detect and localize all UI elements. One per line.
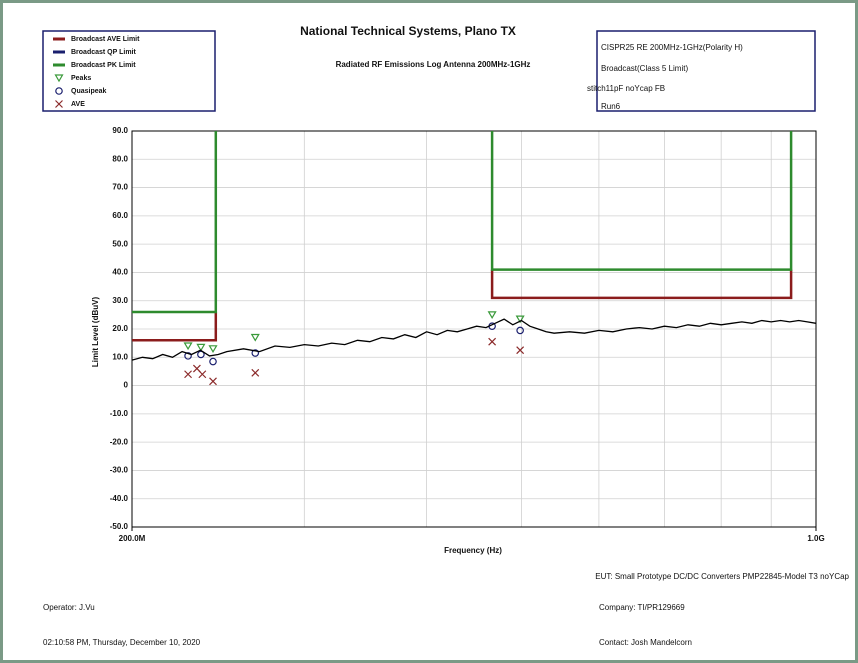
- triangle-marker: [515, 315, 525, 324]
- legend-label: Peaks: [71, 75, 91, 82]
- y-tick-label: 90.0: [112, 126, 128, 135]
- legend-label: Broadcast PK Limit: [71, 62, 136, 69]
- circle-marker: [251, 349, 260, 357]
- y-tick-label: 80.0: [112, 154, 128, 163]
- x-axis-label: Frequency (Hz): [444, 546, 502, 555]
- triangle-marker: [183, 342, 193, 351]
- circle-marker: [184, 352, 192, 360]
- triangle-marker: [208, 345, 218, 353]
- footer-eut: EUT: Small Prototype DC/DC Converters PM…: [595, 572, 849, 581]
- info-text: Run6: [601, 102, 621, 111]
- triangle-marker: [487, 311, 497, 320]
- y-tick-label: -20.0: [110, 437, 129, 446]
- legend-symbol: [54, 74, 64, 83]
- info-text: CISPR25 RE 200MHz-1GHz(Polarity H): [601, 43, 743, 52]
- limit-line: [132, 269, 793, 342]
- circle-marker: [197, 350, 205, 359]
- footer-company: Company: TI/PR129669: [599, 603, 685, 612]
- info-text: stitch11pF noYcap FB: [587, 84, 665, 93]
- footer-operator: Operator: J.Vu: [43, 603, 95, 612]
- legend-label: Broadcast AVE Limit: [71, 36, 140, 43]
- triangle-marker: [250, 333, 260, 342]
- y-tick-label: -10.0: [110, 409, 129, 418]
- y-tick-label: 20.0: [112, 324, 128, 333]
- legend-label: Quasipeak: [71, 88, 107, 95]
- y-tick-label: -40.0: [110, 494, 129, 503]
- limit-line: [132, 131, 793, 314]
- circle-marker: [209, 357, 217, 366]
- footer-contact: Contact: Josh Mandelcorn: [599, 638, 692, 647]
- legend-label: Broadcast QP Limit: [71, 49, 137, 56]
- y-tick-label: -50.0: [110, 522, 129, 531]
- x-tick-label: 1.0G: [807, 534, 824, 543]
- y-tick-label: 0: [124, 381, 129, 390]
- triangle-marker: [196, 343, 206, 352]
- y-tick-label: 70.0: [112, 183, 128, 192]
- y-tick-label: 10.0: [112, 352, 128, 361]
- y-tick-label: 30.0: [112, 296, 128, 305]
- x-marker: [516, 346, 525, 355]
- plot-frame: [131, 130, 817, 528]
- x-marker: [251, 368, 260, 377]
- x-marker: [198, 370, 207, 379]
- y-tick-label: 60.0: [112, 211, 128, 220]
- info-text: Broadcast(Class 5 Limit): [601, 64, 688, 73]
- legend-symbol: [55, 87, 63, 95]
- trace-line: [131, 318, 817, 361]
- footer-timestamp: 02:10:58 PM, Thursday, December 10, 2020: [43, 638, 201, 647]
- y-axis-label: Limit Level (dBuV): [91, 297, 100, 368]
- x-marker: [488, 337, 497, 346]
- info-box: [596, 30, 816, 112]
- legend-box: [42, 30, 216, 112]
- y-tick-label: 40.0: [112, 268, 128, 277]
- y-tick-label: -30.0: [110, 466, 129, 475]
- x-tick-label: 200.0M: [119, 534, 146, 543]
- legend-symbol: [55, 100, 63, 108]
- circle-marker: [516, 326, 524, 335]
- legend-label: AVE: [71, 101, 85, 108]
- chart-subtitle: Radiated RF Emissions Log Antenna 200MHz…: [336, 60, 531, 69]
- chart-title: National Technical Systems, Plano TX: [300, 24, 516, 38]
- chart: National Technical Systems, Plano TX Rad…: [42, 24, 850, 647]
- x-marker: [209, 377, 217, 386]
- x-marker: [184, 370, 192, 379]
- y-tick-label: 50.0: [112, 239, 128, 248]
